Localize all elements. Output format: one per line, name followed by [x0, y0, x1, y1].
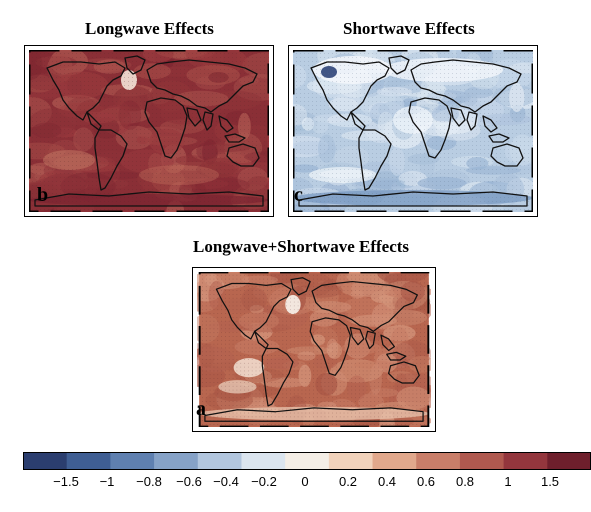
colorbar-tick-label: 0	[301, 474, 309, 489]
map-frame	[198, 272, 430, 427]
shortwave-map-svg	[293, 50, 533, 212]
colorbar-tick-label: 0.4	[377, 474, 397, 489]
colorbar-tick-label: 0.6	[416, 474, 436, 489]
shortwave-panel-letter: c	[294, 184, 303, 206]
map-frame	[293, 50, 533, 212]
coastlines	[204, 277, 424, 422]
longwave-map-svg	[29, 50, 269, 212]
colorbar-segment	[23, 452, 68, 470]
colorbar	[23, 452, 591, 470]
coastlines	[298, 55, 528, 207]
colorbar-segment	[416, 452, 461, 470]
colorbar-tick-label: −0.2	[251, 474, 277, 489]
colorbar-segment	[328, 452, 374, 470]
shortwave-map: c	[288, 45, 538, 217]
combined-title: Longwave+Shortwave Effects	[193, 237, 410, 256]
longwave-map: b	[24, 45, 274, 217]
colorbar-segment	[547, 452, 591, 470]
significance-stippling	[202, 274, 429, 425]
colorbar-tick-label: 0.2	[338, 474, 358, 489]
colorbar-segment	[241, 452, 286, 470]
colorbar-tick-label: −1	[99, 474, 115, 489]
map-highlights	[29, 70, 269, 206]
map-frame	[29, 50, 269, 212]
colorbar-tick-label: 1	[504, 474, 512, 489]
colorbar-segment	[154, 452, 199, 470]
colorbar-segment	[503, 452, 548, 470]
colorbar-segment	[110, 452, 155, 470]
shortwave-title: Shortwave Effects	[343, 19, 475, 38]
combined-panel-letter: a	[196, 398, 206, 420]
colorbar-segment	[372, 452, 417, 470]
combined-map-svg	[197, 272, 431, 427]
colorbar-tick-label: 1.5	[540, 474, 560, 489]
colorbar-tick-label: 0.8	[455, 474, 475, 489]
colorbar-tick-label: −1.5	[53, 474, 79, 489]
colorbar-segment	[285, 452, 330, 470]
colorbar-segment	[66, 452, 111, 470]
longwave-title: Longwave Effects	[85, 19, 214, 38]
colorbar-tick-label: −0.6	[176, 474, 202, 489]
colorbar-segment	[459, 452, 505, 470]
colorbar-tick-label: −0.4	[213, 474, 239, 489]
coastlines	[34, 55, 264, 207]
colorbar-segment	[197, 452, 242, 470]
colorbar-tick-label: −0.8	[136, 474, 162, 489]
combined-map: a	[192, 267, 436, 432]
longwave-panel-letter: b	[37, 184, 49, 206]
